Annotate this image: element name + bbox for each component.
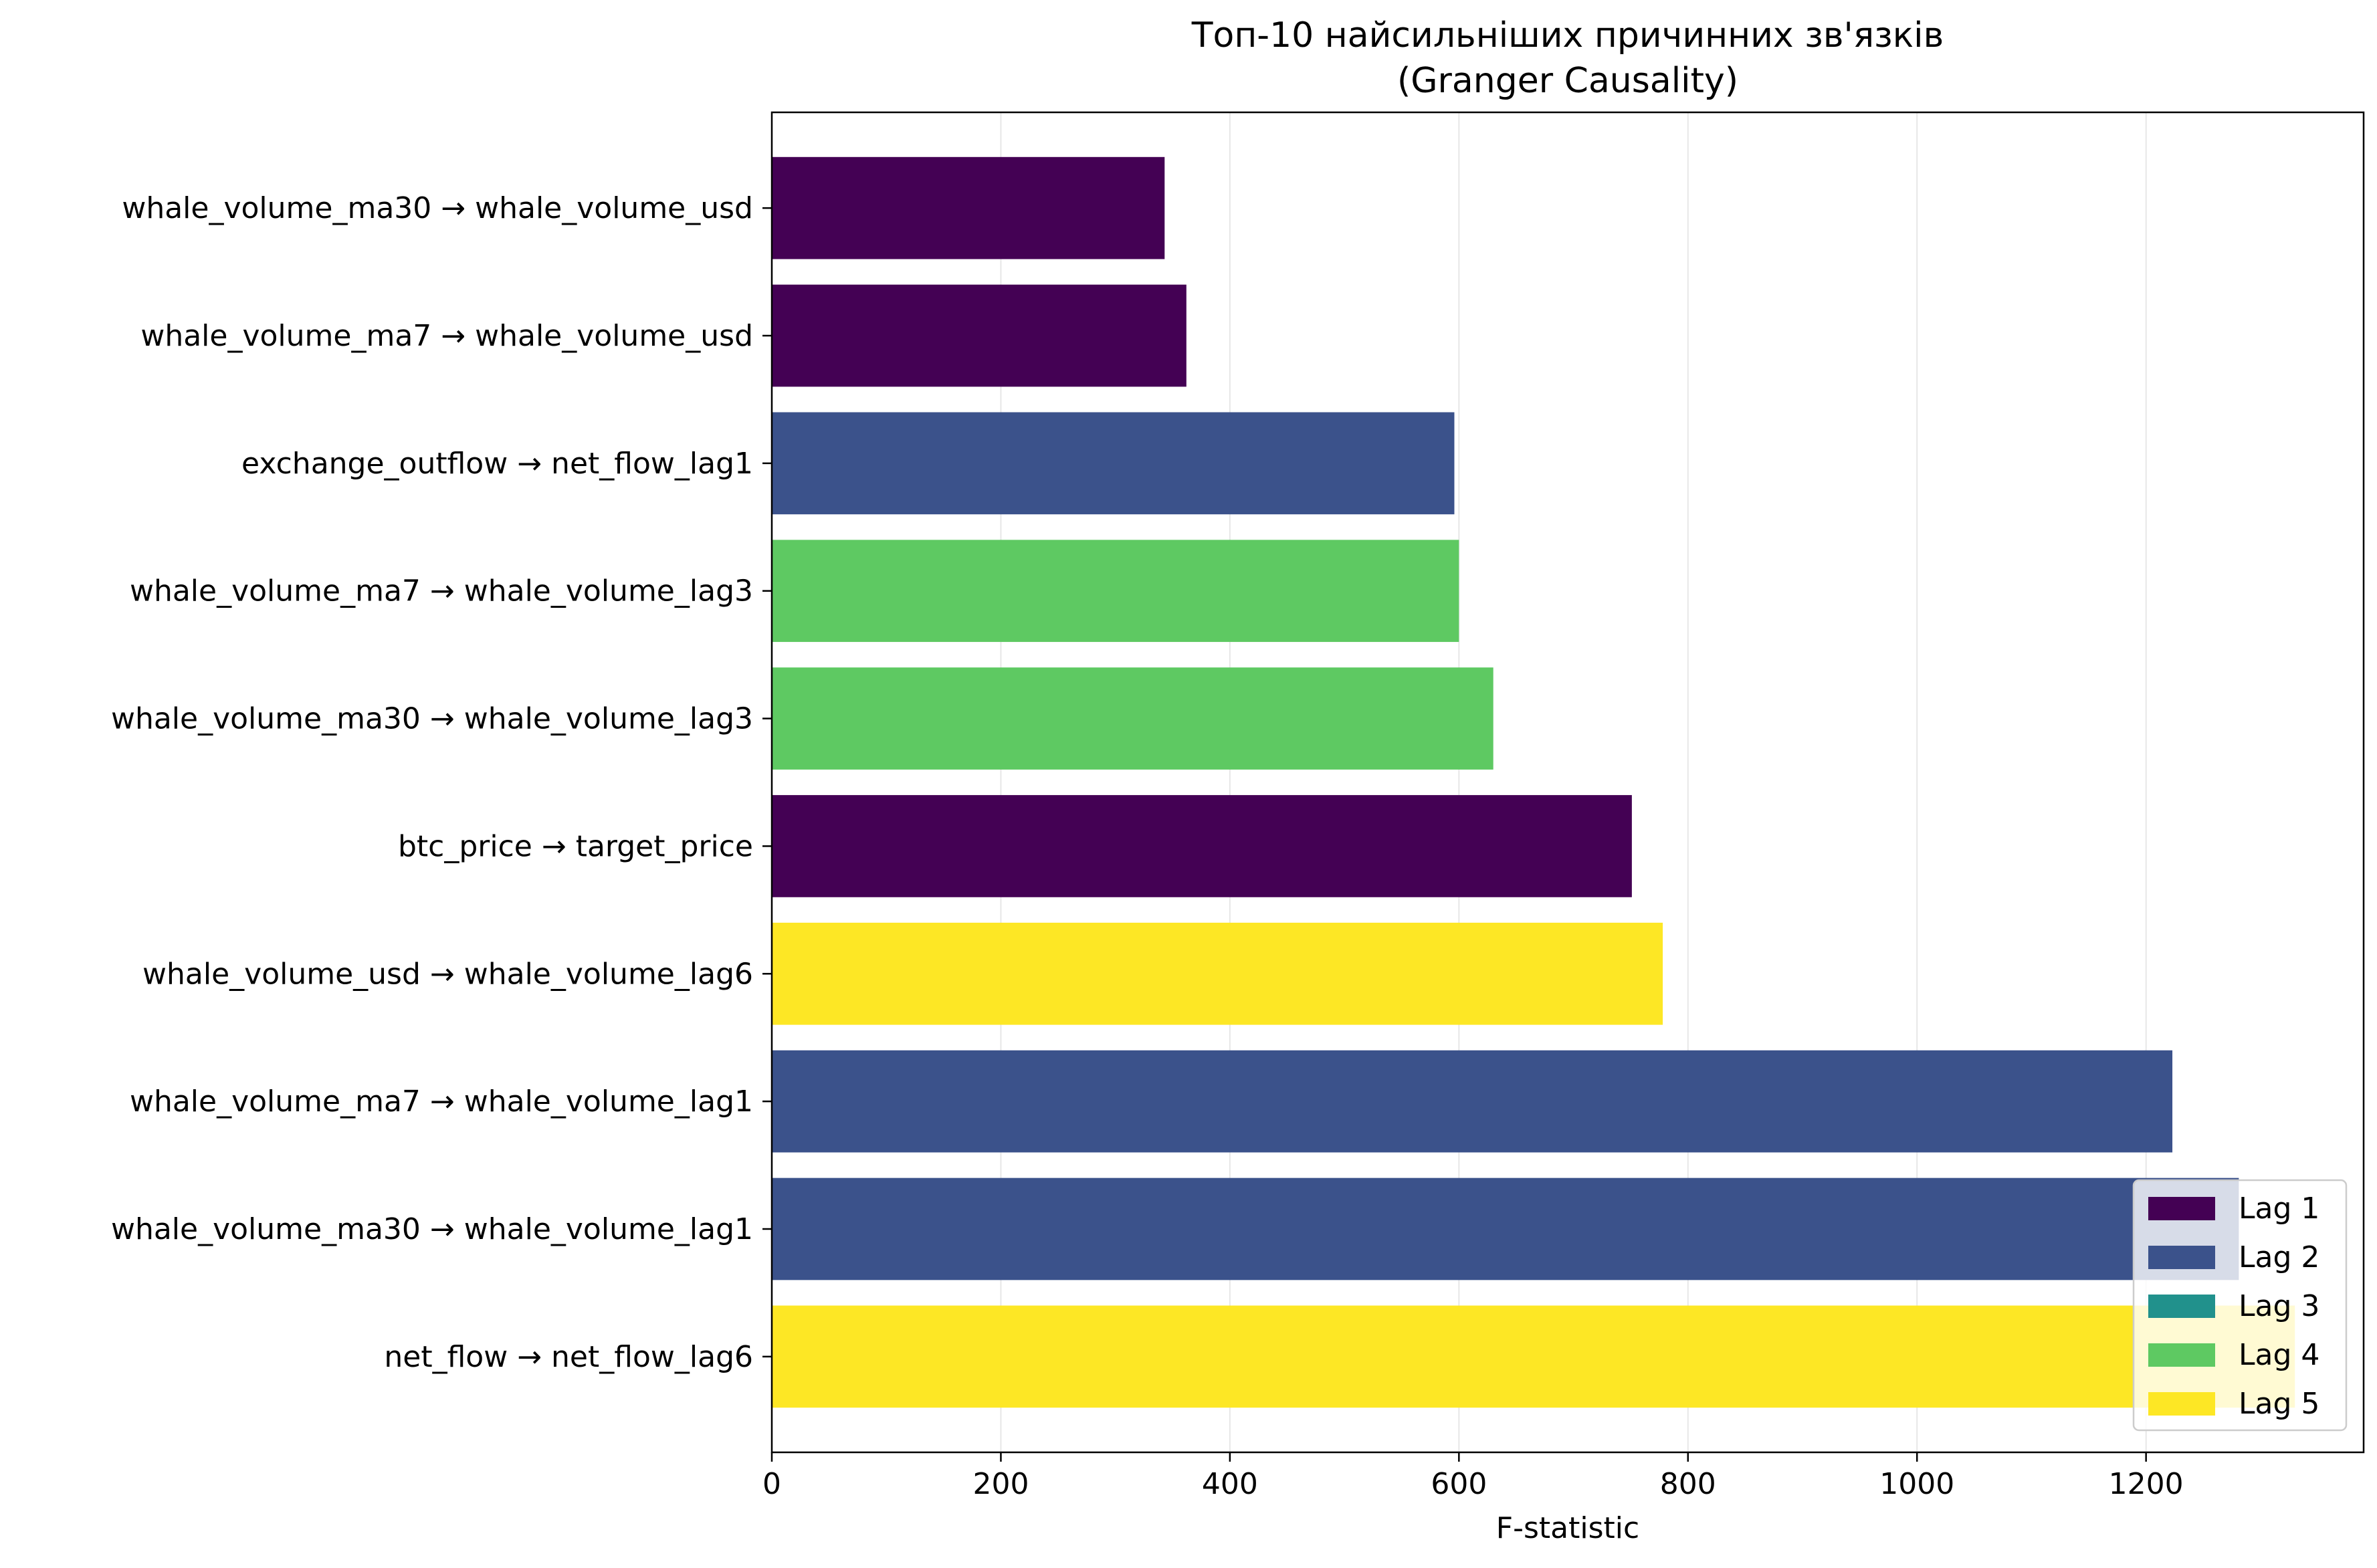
bar	[772, 1178, 2239, 1280]
x-tick-label: 200	[972, 1467, 1029, 1501]
y-tick-label: whale_volume_ma30 → whale_volume_lag3	[111, 702, 753, 736]
x-axis-label: F-statistic	[1496, 1511, 1639, 1545]
y-tick-label: whale_volume_ma30 → whale_volume_lag1	[111, 1212, 753, 1246]
legend-swatch	[2148, 1246, 2215, 1269]
bar	[772, 156, 1165, 259]
y-tick-label: whale_volume_ma30 → whale_volume_usd	[122, 191, 753, 225]
chart-title: Топ-10 найсильніших причинних зв'язків	[1191, 15, 1944, 55]
plot-frame	[770, 111, 2365, 1454]
bar	[772, 922, 1663, 1025]
legend-label: Lag 2	[2239, 1240, 2319, 1274]
x-tick-label: 800	[1660, 1467, 1716, 1501]
bar	[772, 1050, 2173, 1153]
legend-label: Lag 4	[2239, 1338, 2319, 1372]
x-tick-label: 600	[1431, 1467, 1487, 1501]
bar	[772, 667, 1493, 770]
y-tick-label: net_flow → net_flow_lag6	[384, 1340, 753, 1374]
y-tick-label: whale_volume_ma7 → whale_volume_usd	[140, 319, 753, 353]
y-tick-label: whale_volume_ma7 → whale_volume_lag3	[130, 574, 753, 608]
y-tick-label: btc_price → target_price	[398, 829, 753, 863]
legend-label: Lag 1	[2239, 1192, 2319, 1226]
bar	[772, 795, 1632, 897]
x-axis-ticks: 0 200 400 600 800 1000 1200	[762, 1452, 2184, 1501]
legend: Lag 1 Lag 2 Lag 3 Lag 4 Lag 5	[2132, 1179, 2348, 1432]
x-tick-label: 1000	[1879, 1467, 1954, 1501]
legend-frame	[2132, 1179, 2348, 1432]
legend-swatch	[2148, 1295, 2215, 1318]
y-tick-label: whale_volume_usd → whale_volume_lag6	[142, 957, 753, 991]
bar	[772, 284, 1186, 387]
bar	[772, 540, 1459, 643]
legend-swatch	[2148, 1343, 2215, 1367]
legend-label: Lag 3	[2239, 1289, 2319, 1323]
y-tick-label: exchange_outflow → net_flow_lag1	[241, 447, 753, 481]
x-tick-label: 400	[1202, 1467, 1258, 1501]
bars	[772, 156, 2295, 1408]
x-tick-label: 0	[762, 1467, 781, 1501]
y-axis-ticks: whale_volume_ma30 → whale_volume_usdwhal…	[111, 191, 772, 1374]
chart-subtitle: (Granger Causality)	[1397, 61, 1738, 101]
legend-swatch	[2148, 1197, 2215, 1220]
x-tick-label: 1200	[2109, 1467, 2184, 1501]
y-tick-label: whale_volume_ma7 → whale_volume_lag1	[130, 1085, 753, 1119]
legend-swatch	[2148, 1392, 2215, 1416]
bar	[772, 412, 1455, 515]
legend-label: Lag 5	[2239, 1387, 2319, 1421]
bar	[772, 1305, 2295, 1408]
